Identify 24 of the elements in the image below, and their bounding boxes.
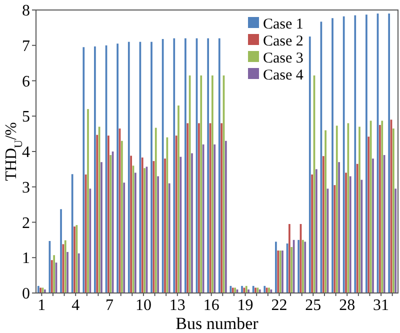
- y-tick-label: 5: [22, 108, 30, 126]
- x-tick-label: 4: [72, 297, 80, 314]
- x-tick-label: 10: [135, 297, 152, 314]
- legend-label: Case 2: [263, 33, 304, 50]
- legend-label: Case 4: [263, 67, 304, 84]
- y-tick-label: 6: [22, 73, 30, 90]
- y-tick-label: 2: [22, 214, 30, 232]
- y-tick-label: 1: [22, 250, 30, 268]
- y-tick-label: 7: [22, 38, 30, 55]
- y-tick-label: 8: [22, 2, 30, 20]
- x-tick-label: 25: [305, 297, 322, 314]
- y-tick-label: 3: [22, 179, 30, 196]
- legend-label: Case 1: [263, 16, 304, 32]
- x-tick-label: 31: [373, 297, 390, 314]
- x-tick-label: 16: [203, 297, 220, 314]
- x-tick-label: 13: [169, 297, 186, 314]
- x-tick-label: 22: [271, 297, 288, 314]
- x-tick-label: 19: [237, 297, 254, 314]
- x-axis-title: Bus number: [176, 314, 259, 333]
- x-tick-label: 28: [339, 297, 356, 314]
- legend-label: Case 3: [263, 50, 304, 66]
- y-tick-label: 0: [22, 286, 30, 303]
- x-tick-label: 7: [106, 297, 114, 314]
- x-tick-label: 1: [38, 297, 46, 314]
